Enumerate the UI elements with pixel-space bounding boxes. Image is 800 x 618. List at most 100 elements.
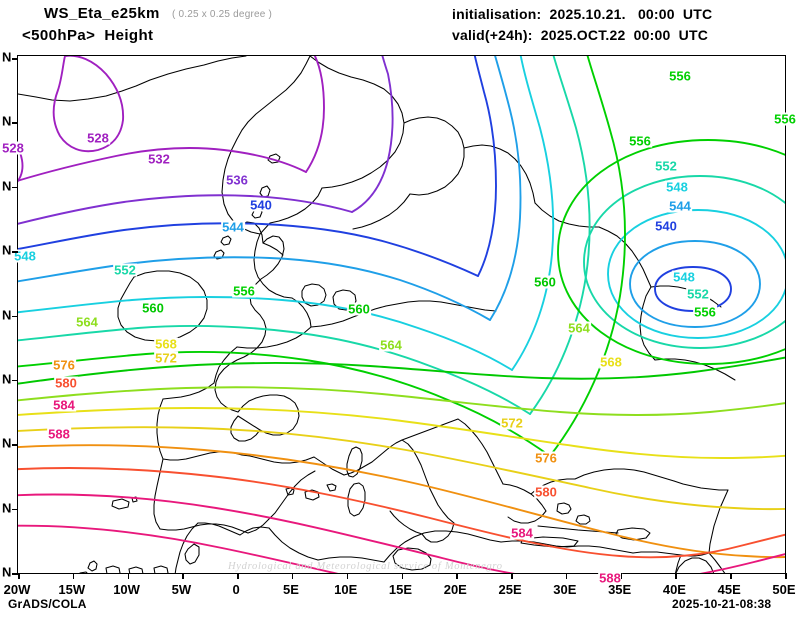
x-tick	[730, 573, 732, 579]
contour-label-556: 556	[773, 111, 797, 127]
y-tick	[12, 58, 18, 60]
contour-584-zonal	[18, 493, 785, 573]
contour-560-zonal	[18, 356, 785, 385]
y-tick-label: N	[2, 500, 12, 516]
contour-label-552: 552	[654, 158, 678, 174]
watermark-text: Hydrological and Meteorological service …	[228, 561, 503, 572]
contour-label-556: 556	[232, 283, 256, 299]
contour-label-584: 584	[510, 525, 534, 541]
x-tick-label: 5E	[282, 582, 299, 597]
contour-label-556: 556	[628, 133, 652, 149]
contour-568-zonal	[18, 407, 785, 459]
x-tick-label: 0	[232, 582, 240, 597]
run-timestamp-label: 2025-10-21-08:38	[672, 597, 772, 611]
x-tick-label: 25E	[498, 582, 522, 597]
x-tick	[565, 573, 568, 579]
contour-576-zonal	[18, 444, 785, 559]
plot-clip-region: Hydrological and Meteorological service …	[18, 56, 785, 573]
y-tick-label: N	[2, 49, 12, 65]
contour-540-stream	[18, 222, 479, 277]
contour-label-560: 560	[533, 274, 557, 290]
x-tick	[237, 573, 239, 579]
contour-label-548: 548	[665, 179, 689, 195]
y-tick-label: N	[2, 307, 12, 322]
contour-528-west	[18, 146, 24, 183]
contour-label-528: 528	[86, 130, 110, 146]
contour-556-low	[557, 139, 785, 365]
contour-label-548: 548	[13, 248, 37, 264]
y-tick	[12, 444, 18, 446]
x-tick	[401, 573, 403, 579]
x-tick-label: 20E	[443, 582, 467, 597]
contour-label-548: 548	[672, 269, 696, 285]
y-tick	[12, 186, 18, 189]
contour-label-536: 536	[225, 172, 249, 188]
y-tick-label: N	[2, 564, 12, 580]
contour-544-north	[489, 56, 522, 321]
contour-label-532: 532	[147, 151, 171, 167]
y-tick	[12, 251, 18, 253]
x-tick-label: 40E	[662, 582, 686, 597]
y-tick	[12, 573, 18, 575]
y-tick-label: N	[2, 371, 12, 387]
contour-548-low	[607, 209, 785, 339]
x-tick	[346, 573, 349, 579]
y-tick	[12, 315, 18, 317]
contour-label-584: 584	[52, 397, 76, 413]
contour-544-stream	[18, 256, 491, 321]
contour-572-zonal	[18, 426, 785, 511]
contour-588-zonal	[18, 524, 339, 573]
contour-label-556: 556	[668, 68, 692, 84]
contour-label-552: 552	[113, 262, 137, 278]
contour-548-stream	[18, 296, 513, 371]
y-tick-label: N	[2, 113, 12, 129]
x-tick	[511, 573, 513, 579]
x-tick-label: 15W	[58, 582, 86, 597]
contour-580-zonal	[18, 467, 785, 559]
contour-label-544: 544	[668, 198, 692, 214]
y-tick-label: N	[2, 435, 12, 451]
x-tick-label: 45E	[717, 582, 741, 597]
contour-label-588: 588	[47, 426, 71, 442]
x-tick-label: 15E	[388, 582, 413, 597]
contour-552-north	[529, 56, 591, 415]
contour-label-572: 572	[500, 415, 524, 431]
x-tick-label: 5W	[171, 582, 192, 597]
contour-plot-frame: Hydrological and Meteorological service …	[1, 55, 797, 585]
contour-532-north	[305, 56, 325, 173]
contour-label-552: 552	[686, 286, 710, 302]
contour-label-540: 540	[654, 218, 678, 234]
contour-540-low-core	[654, 266, 732, 312]
contour-label-576: 576	[52, 357, 76, 373]
contour-label-528: 528	[1, 140, 25, 156]
contour-556-north	[549, 56, 626, 457]
contour-label-564: 564	[567, 320, 591, 336]
x-tick	[785, 573, 787, 579]
contour-label-544: 544	[221, 219, 245, 235]
x-tick-label: 50E	[772, 582, 796, 597]
initialisation-time-label: initialisation: 2025.10.21. 00:00 UTC	[452, 6, 713, 22]
contour-540-north	[473, 56, 497, 277]
valid-time-label: valid(+24h): 2025.OCT.22 00:00 UTC	[452, 27, 709, 43]
contour-544-low	[629, 240, 761, 328]
contour-548-north	[511, 56, 555, 371]
y-tick-label: N	[2, 178, 12, 194]
contour-label-580: 580	[54, 375, 78, 391]
contour-label-556: 556	[693, 304, 717, 320]
x-tick-label: 10E	[334, 582, 358, 597]
x-tick-label: 30E	[553, 582, 577, 597]
x-tick	[456, 573, 458, 579]
y-tick	[12, 122, 18, 124]
x-tick	[291, 573, 294, 579]
x-tick	[675, 573, 677, 579]
x-tick-label: 10W	[113, 582, 140, 597]
contour-564-zonal	[18, 386, 785, 416]
x-tick	[18, 573, 20, 579]
model-resolution-label: ( 0.25 x 0.25 degree )	[172, 9, 273, 20]
contour-label-540: 540	[249, 197, 273, 213]
grads-producer-label: GrADS/COLA	[8, 597, 87, 611]
x-tick-label: 20W	[3, 582, 31, 597]
contour-552-stream	[18, 324, 531, 415]
x-tick	[182, 573, 184, 579]
contour-line-layer	[18, 56, 785, 573]
